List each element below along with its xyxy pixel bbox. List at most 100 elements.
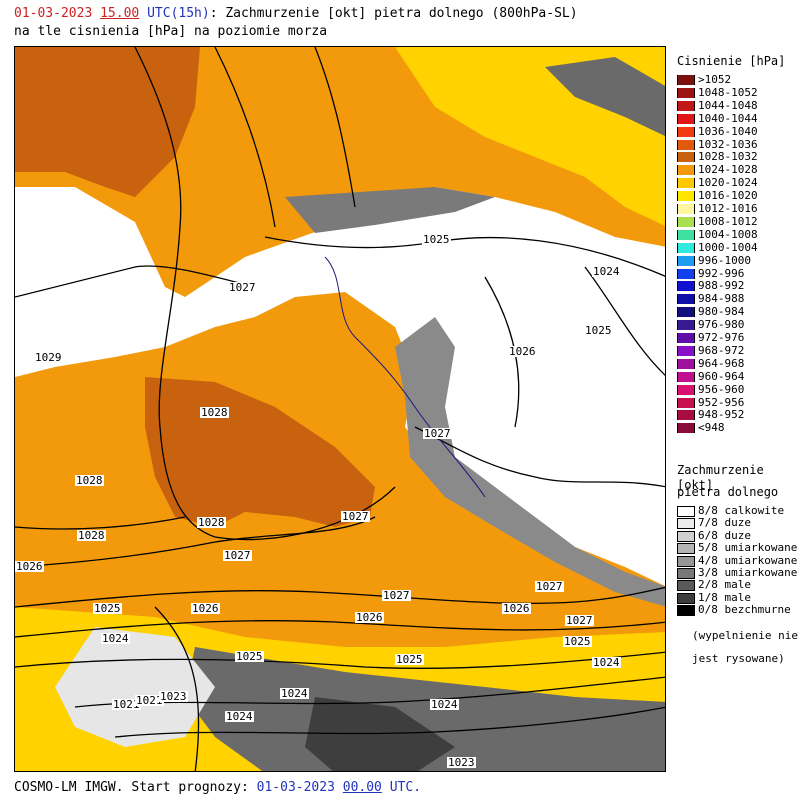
cloud-legend-item: 7/8 duze — [677, 517, 751, 530]
pressure-legend-item: 1040-1044 — [677, 111, 758, 125]
cloud-swatch — [677, 530, 695, 542]
cloud-swatch — [677, 580, 695, 592]
model-start-utc: UTC. — [389, 780, 422, 795]
pressure-swatch — [677, 229, 695, 240]
model-footer: COSMO-LM IMGW. Start prognozy: 01-03-202… — [14, 780, 421, 795]
utc-label: UTC — [147, 6, 171, 21]
pressure-swatch — [677, 204, 695, 214]
pressure-legend-label: 996-1000 — [698, 253, 751, 267]
pressure-legend-item: 988-992 — [677, 280, 744, 292]
isobar-value-label: 1023 — [447, 756, 476, 769]
pressure-legend-label: 948-952 — [698, 408, 745, 422]
isobar-value-label: 1027 — [341, 510, 370, 523]
isobar-value-label: 1027 — [535, 580, 564, 593]
pressure-legend-label: 1048-1052 — [698, 85, 758, 99]
cloud-legend-note-1: (wypelnienie nie — [692, 629, 798, 642]
pressure-legend-item: 976-980 — [677, 319, 744, 331]
pressure-legend-label: 1024-1028 — [698, 163, 758, 177]
cloud-swatch — [677, 592, 695, 604]
pressure-swatch — [677, 423, 695, 434]
forecast-hour: 15.00 — [100, 6, 140, 21]
pressure-legend-label: 1040-1044 — [698, 111, 758, 125]
pressure-legend-item: 1008-1012 — [677, 216, 758, 227]
isobar-value-label: 1025 — [93, 602, 122, 615]
pressure-legend-item: 992-996 — [677, 268, 744, 279]
pressure-legend-label: 1012-1016 — [698, 202, 758, 215]
pressure-swatch — [677, 255, 695, 266]
pressure-swatch — [677, 320, 695, 331]
forecast-date: 01-03-2023 — [14, 6, 93, 21]
pressure-legend-item: 1016-1020 — [677, 189, 758, 203]
pressure-swatch — [677, 165, 695, 176]
pressure-legend-label: 1020-1024 — [698, 176, 758, 190]
pressure-area-1028-nw — [15, 47, 200, 197]
model-start-date: 01-03-2023 — [256, 780, 335, 795]
pressure-legend-label: 1044-1048 — [698, 98, 758, 112]
isobar-value-label: 1027 — [382, 589, 411, 602]
pressure-swatch — [677, 113, 695, 124]
pressure-legend-item: 1036-1040 — [677, 126, 758, 137]
cloud-legend-label: 2/8 male — [698, 578, 751, 592]
pressure-area-1028-central — [145, 377, 375, 527]
isobar-value-label: 1021 — [135, 694, 164, 707]
pressure-swatch — [677, 242, 695, 253]
pressure-legend-item: 1000-1004 — [677, 240, 758, 254]
cloud-band-grey-ne — [545, 57, 665, 137]
isobar-value-label: 1026 — [502, 602, 531, 615]
pressure-legend-item: 968-972 — [677, 345, 744, 356]
cloud-swatch — [677, 605, 695, 617]
isobar-value-label: 1027 — [565, 614, 594, 627]
model-start-text: COSMO-LM IMGW. Start prognozy: — [14, 780, 249, 795]
cloud-legend-label: 3/8 umiarkowane — [698, 566, 798, 579]
isobar-value-label: 1025 — [584, 324, 613, 337]
isobar-value-label: 1025 — [395, 653, 424, 666]
cloud-band-grey-east — [395, 317, 665, 607]
isobar-value-label: 1026 — [15, 560, 44, 573]
pressure-swatch — [677, 268, 695, 279]
pressure-swatch — [677, 358, 695, 369]
pressure-legend-item: 1044-1048 — [677, 98, 758, 112]
cloud-band-grey-south — [185, 647, 665, 771]
model-start-hour: 00.00 — [342, 780, 382, 795]
isobar-value-label: 1024 — [280, 687, 309, 700]
isobar-value-label: 1028 — [75, 474, 104, 487]
pressure-legend-label: 1016-1020 — [698, 189, 758, 203]
cloud-swatch — [677, 506, 695, 517]
pressure-legend-item: 1012-1016 — [677, 202, 758, 215]
cloud-band-grey-north — [285, 187, 495, 233]
isobar-value-label: 1023 — [159, 690, 188, 703]
pressure-legend-label: 1000-1004 — [698, 240, 758, 254]
cloud-swatch — [677, 543, 695, 555]
pressure-legend-item: 972-976 — [677, 332, 744, 343]
pressure-legend-label: >1052 — [698, 73, 732, 86]
pressure-legend-item: 1020-1024 — [677, 176, 758, 190]
pressure-legend-item: 1004-1008 — [677, 229, 758, 240]
rivers — [324, 256, 486, 498]
cloud-legend-label: 5/8 umiarkowane — [698, 541, 798, 555]
cloud-legend-label: 8/8 calkowite — [698, 504, 785, 517]
isobar-value-label: 1024 — [592, 265, 621, 278]
isobar-value-label: 1024 — [101, 632, 130, 645]
forecast-lead: (15h) — [170, 6, 210, 21]
cloud-legend-item: 6/8 duze — [677, 530, 751, 542]
pressure-swatch — [677, 87, 695, 98]
pressure-legend-label: 980-984 — [698, 305, 745, 319]
pressure-swatch — [677, 333, 695, 343]
pressure-legend-item: 960-964 — [677, 371, 744, 382]
isobar-value-label: 1026 — [191, 602, 220, 615]
isobar-value-label: 1027 — [223, 549, 252, 562]
cloud-legend-item: 8/8 calkowite — [677, 504, 785, 517]
pressure-swatch — [677, 216, 695, 227]
pressure-legend-item: 984-988 — [677, 293, 744, 305]
pressure-swatch — [677, 410, 695, 421]
cloud-legend-label: 0/8 bezchmurne — [698, 603, 791, 617]
pressure-legend-item: 964-968 — [677, 358, 744, 369]
pressure-swatch — [677, 384, 695, 395]
pressure-swatch — [677, 152, 695, 163]
map-panel: 1025 1024 1027 1025 1026 1029 1028 1027 1028 1028… — [14, 46, 666, 772]
pressure-swatch — [677, 281, 695, 292]
pressure-swatch — [677, 126, 695, 137]
map-graphic — [15, 47, 665, 771]
isobar-value-label: 1027 — [228, 281, 257, 294]
pressure-swatch — [677, 371, 695, 382]
